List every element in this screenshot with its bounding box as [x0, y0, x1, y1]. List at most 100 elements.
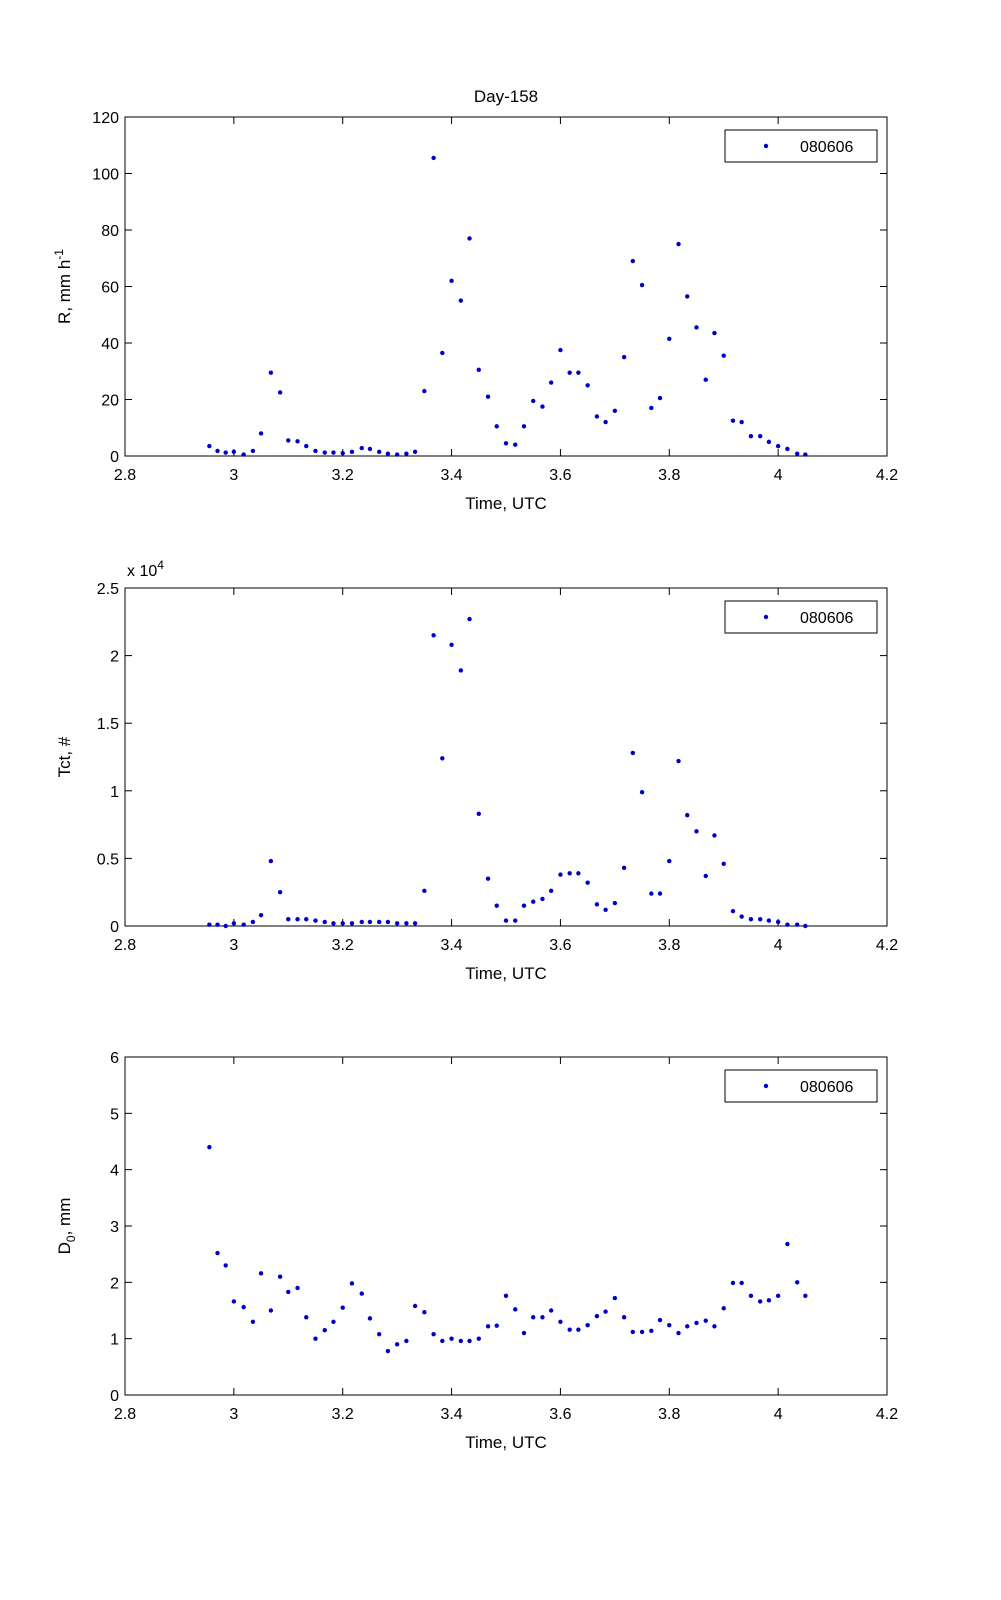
x-tick-label: 3.4: [440, 937, 462, 954]
data-point: [431, 1331, 436, 1337]
data-point: [775, 919, 781, 925]
legend-entry: 080606: [800, 610, 853, 627]
data-point: [331, 450, 336, 455]
x-tick-label: 3.8: [658, 1406, 680, 1423]
data-point: [367, 446, 373, 452]
data-point: [540, 896, 545, 902]
x-tick-label: 3.4: [440, 1406, 462, 1423]
data-point: [295, 917, 300, 922]
data-point: [621, 1315, 627, 1320]
data-point: [458, 1338, 464, 1344]
data-point: [548, 1308, 554, 1313]
data-point: [349, 449, 355, 454]
data-point: [231, 921, 237, 926]
data-point: [531, 398, 536, 404]
data-point: [349, 921, 355, 926]
data-point: [676, 241, 681, 247]
y-tick-label: 60: [101, 280, 119, 297]
data-point: [250, 448, 256, 454]
data-point: [712, 833, 717, 838]
data-point: [558, 872, 563, 877]
y-tick-label: 0.5: [97, 851, 119, 868]
data-point: [231, 449, 237, 454]
data-point: [612, 900, 618, 906]
y-axis-label: Tct, #: [55, 736, 74, 777]
data-point: [231, 1299, 237, 1304]
x-tick-label: 3.2: [332, 467, 354, 484]
data-point: [585, 880, 590, 885]
data-point: [513, 918, 518, 923]
data-point: [775, 443, 781, 449]
data-point: [422, 888, 427, 894]
y-tick-label: 1.5: [97, 716, 119, 733]
data-point: [657, 395, 663, 401]
data-point: [476, 367, 481, 373]
data-point: [685, 1324, 690, 1329]
data-point: [277, 390, 283, 395]
x-tick-label: 4: [774, 467, 783, 484]
legend: 080606: [724, 600, 878, 634]
data-point: [412, 449, 418, 454]
legend-marker: [763, 614, 769, 620]
x-tick-label: 3: [229, 1406, 238, 1423]
data-point: [223, 1263, 228, 1268]
x-tick-label: 3.6: [549, 937, 571, 954]
data-point: [258, 912, 264, 918]
y-tick-label: 20: [101, 393, 119, 410]
data-point: [215, 1250, 220, 1256]
data-point: [295, 439, 300, 444]
legend-box: [724, 600, 878, 634]
data-point: [630, 1329, 636, 1335]
data-point: [277, 1274, 283, 1279]
data-point: [268, 858, 274, 864]
data-point: [803, 452, 808, 457]
data-point: [258, 431, 264, 436]
data-point: [667, 1322, 672, 1328]
data-point: [503, 441, 509, 446]
data-point: [594, 414, 600, 419]
data-point: [268, 1308, 274, 1313]
data-point: [304, 917, 309, 922]
data-point: [766, 439, 772, 445]
data-point: [485, 394, 491, 399]
y-axis-label: R, mm h-1: [52, 249, 74, 324]
data-point: [603, 1309, 608, 1314]
data-point: [394, 921, 400, 926]
data-point: [748, 434, 754, 439]
y-tick-label: 2: [110, 1275, 119, 1292]
plot-area: [124, 587, 888, 927]
data-point: [207, 922, 212, 927]
data-point: [630, 258, 636, 264]
data-point: [548, 888, 554, 894]
y-tick-label: 0: [110, 1388, 119, 1405]
y-tick-label: 80: [101, 223, 119, 240]
data-point: [376, 919, 382, 925]
data-point: [712, 330, 717, 336]
data-point: [258, 1271, 264, 1276]
data-point: [304, 443, 309, 449]
data-point: [250, 1319, 256, 1324]
data-point: [576, 370, 581, 375]
data-point: [431, 633, 436, 638]
data-point: [476, 1336, 481, 1341]
data-point: [250, 919, 256, 925]
y-tick-label: 120: [92, 110, 119, 127]
data-point: [440, 350, 445, 356]
data-point: [440, 1338, 445, 1344]
y-tick-label: 0: [110, 919, 119, 936]
data-point: [657, 1317, 663, 1323]
y-tick-label: 4: [110, 1163, 119, 1180]
data-point: [313, 918, 318, 923]
data-point: [494, 424, 499, 429]
data-point: [359, 445, 364, 451]
data-point: [304, 1315, 309, 1320]
data-point: [531, 899, 536, 904]
data-point: [694, 1320, 699, 1326]
data-point: [467, 616, 472, 622]
data-point: [494, 903, 499, 908]
data-point: [739, 1280, 744, 1286]
data-point: [639, 1329, 645, 1335]
data-point: [703, 377, 708, 382]
legend-marker: [763, 143, 769, 149]
data-point: [359, 919, 364, 925]
